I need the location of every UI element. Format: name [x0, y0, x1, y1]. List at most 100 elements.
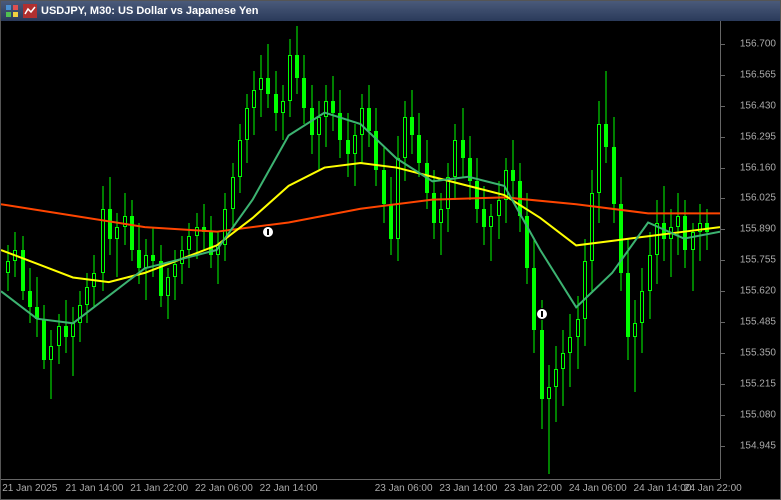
y-tick: [720, 260, 725, 261]
candle: [57, 314, 61, 364]
candle: [245, 94, 249, 163]
y-tick: [720, 446, 725, 447]
candle: [231, 163, 235, 227]
candle: [633, 300, 637, 392]
y-axis-label: 156.025: [740, 193, 776, 204]
candle: [238, 124, 242, 193]
y-tick: [720, 353, 725, 354]
candle: [144, 239, 148, 301]
candle: [281, 85, 285, 140]
candle: [353, 124, 357, 186]
candle: [432, 170, 436, 239]
signal-marker: [536, 308, 548, 320]
candle: [691, 223, 695, 292]
candle: [28, 268, 32, 323]
titlebar[interactable]: USDJPY, M30: US Dollar vs Japanese Yen: [1, 1, 780, 21]
y-tick: [720, 384, 725, 385]
y-tick: [720, 137, 725, 138]
candle: [259, 55, 263, 117]
y-tick: [720, 106, 725, 107]
candle: [166, 268, 170, 318]
candle: [6, 245, 10, 291]
y-tick: [720, 322, 725, 323]
candle: [382, 147, 386, 223]
candle: [482, 186, 486, 246]
candle: [108, 177, 112, 255]
x-axis-label: 21 Jan 14:00: [66, 483, 124, 494]
y-axis-label: 155.080: [740, 409, 776, 420]
candle: [346, 113, 350, 177]
candle: [324, 85, 328, 147]
candle: [626, 239, 630, 360]
candle: [532, 239, 536, 354]
candle: [698, 204, 702, 261]
y-tick: [720, 198, 725, 199]
app-icon-1: [5, 4, 19, 18]
candle: [403, 101, 407, 181]
y-axis-label: 156.160: [740, 162, 776, 173]
candle: [130, 200, 134, 262]
candle: [123, 193, 127, 246]
y-axis-label: 155.620: [740, 286, 776, 297]
candle: [676, 193, 680, 255]
candle: [489, 204, 493, 261]
candle: [374, 108, 378, 186]
y-axis-label: 156.295: [740, 131, 776, 142]
candle: [223, 193, 227, 262]
candle: [78, 291, 82, 341]
candle: [461, 108, 465, 177]
x-axis-label: 24 Jan 14:00: [634, 483, 692, 494]
candle: [389, 177, 393, 255]
x-axis-label: 24 Jan 22:00: [684, 483, 742, 494]
candle: [640, 268, 644, 353]
candle: [71, 307, 75, 376]
candle: [85, 273, 89, 323]
chart-canvas[interactable]: [1, 21, 720, 479]
chart-window: USDJPY, M30: US Dollar vs Japanese Yen 1…: [0, 0, 781, 500]
candle: [101, 186, 105, 291]
candle: [590, 170, 594, 291]
candle: [511, 140, 515, 200]
candle: [446, 163, 450, 232]
candle: [410, 90, 414, 154]
candle: [317, 101, 321, 170]
candle: [310, 85, 314, 154]
candle: [137, 223, 141, 285]
x-axis-label: 23 Jan 14:00: [439, 483, 497, 494]
candle: [396, 136, 400, 262]
candle: [295, 26, 299, 95]
candle: [547, 365, 551, 475]
candle: [159, 245, 163, 307]
candle: [425, 140, 429, 209]
y-axis-label: 155.755: [740, 255, 776, 266]
candle: [504, 158, 508, 222]
candle: [42, 305, 46, 369]
y-axis-label: 155.890: [740, 224, 776, 235]
candle: [338, 90, 342, 159]
x-axis-label: 23 Jan 06:00: [375, 483, 433, 494]
candle: [583, 239, 587, 347]
y-axis: 156.700156.565156.430156.295156.160156.0…: [720, 21, 780, 479]
candle: [604, 71, 608, 163]
y-tick: [720, 44, 725, 45]
candle: [274, 71, 278, 131]
y-axis-label: 155.215: [740, 378, 776, 389]
candle: [497, 181, 501, 238]
candle: [619, 177, 623, 292]
candle: [683, 200, 687, 269]
candle: [35, 277, 39, 337]
y-axis-label: 155.350: [740, 348, 776, 359]
y-tick: [720, 291, 725, 292]
candle: [195, 213, 199, 259]
candle: [705, 209, 709, 250]
y-axis-label: 154.945: [740, 440, 776, 451]
candle: [92, 255, 96, 308]
candle: [669, 209, 673, 278]
candle: [302, 55, 306, 124]
candle: [13, 232, 17, 278]
candle: [648, 232, 652, 319]
candle: [331, 76, 335, 131]
y-tick: [720, 75, 725, 76]
y-axis-label: 156.430: [740, 100, 776, 111]
x-axis-label: 21 Jan 22:00: [130, 483, 188, 494]
